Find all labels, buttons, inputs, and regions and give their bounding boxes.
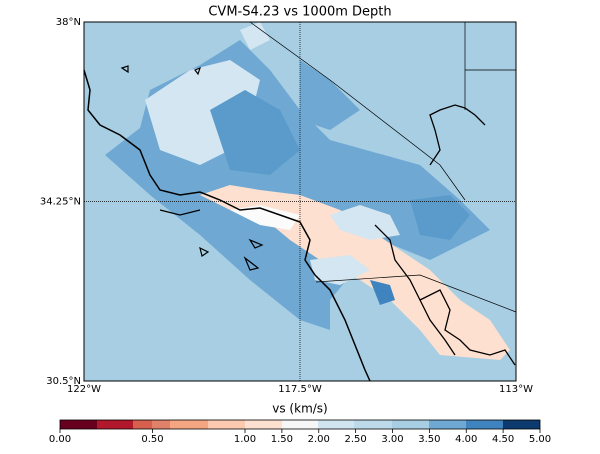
lon-tick-label: 113°W xyxy=(499,384,533,395)
colorbar-tick-label: 3.00 xyxy=(381,434,403,445)
lon-tick-label: 117.5°W xyxy=(278,384,322,395)
colorbar-tick-label: 5.00 xyxy=(529,434,551,445)
colorbar-label: vs (km/s) xyxy=(272,402,327,416)
colorbar-tick-label: 0.00 xyxy=(49,434,71,445)
lon-tick-label: 122°W xyxy=(67,384,101,395)
map-title: CVM-S4.23 vs 1000m Depth xyxy=(208,5,391,20)
colorbar-tick-label: 3.50 xyxy=(418,434,440,445)
colorbar-tick-label: 4.50 xyxy=(492,434,514,445)
lat-tick-label: 34.25°N xyxy=(40,197,81,208)
colorbar xyxy=(59,419,541,430)
colorbar-tick-label: 1.00 xyxy=(234,434,256,445)
colorbar-tick-label: 0.50 xyxy=(141,434,163,445)
colorbar-tick-label: 1.50 xyxy=(271,434,293,445)
colorbar-tick-label: 4.00 xyxy=(455,434,477,445)
lat-tick-label: 30.5°N xyxy=(46,376,81,387)
coastlines xyxy=(83,21,517,382)
lat-tick-label: 38°N xyxy=(56,17,81,28)
colorbar-tick-label: 2.50 xyxy=(344,434,366,445)
colorbar-tick-label: 2.00 xyxy=(308,434,330,445)
